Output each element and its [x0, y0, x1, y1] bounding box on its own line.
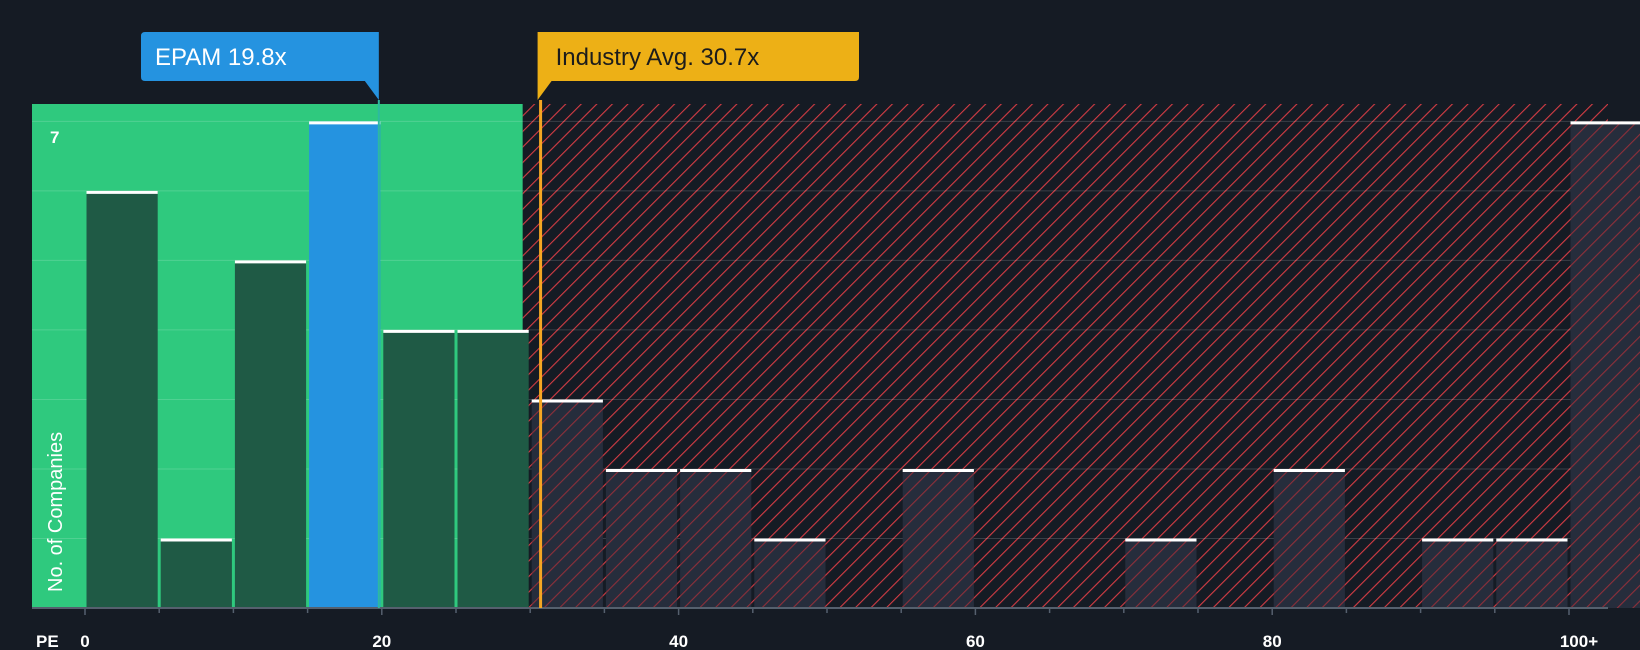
x-tick-label-0: 0	[80, 632, 89, 650]
bar-70	[1125, 538, 1197, 608]
industry-avg-callout-box	[537, 32, 859, 100]
x-axis-title: PE	[36, 632, 59, 650]
bar-95	[1496, 538, 1568, 608]
bar-90	[1422, 538, 1494, 608]
bar-10	[234, 260, 307, 608]
bar-25	[457, 329, 529, 608]
x-tick-label-100: 100+	[1560, 632, 1598, 650]
company-pe-callout-box	[141, 32, 379, 100]
bar-0	[86, 190, 158, 608]
y-axis-title: No. of Companies	[45, 432, 67, 592]
industry-avg-callout-label: Industry Avg. 30.7x	[556, 44, 760, 71]
x-tick-label-40: 40	[669, 632, 688, 650]
bar-30	[531, 399, 603, 608]
bar-45	[754, 538, 826, 608]
bar-15	[309, 121, 381, 609]
y-tick-label-7: 7	[50, 128, 59, 147]
bar-35	[605, 468, 678, 608]
bar-40	[680, 468, 752, 608]
bar-80	[1273, 468, 1345, 608]
x-tick-label-80: 80	[1263, 632, 1282, 650]
x-tick-label-60: 60	[966, 632, 985, 650]
bar-20	[383, 329, 455, 608]
x-tick-label-20: 20	[372, 632, 391, 650]
bar-55	[902, 468, 974, 608]
bar-5	[160, 538, 232, 608]
bar-100	[1570, 121, 1640, 609]
company-pe-callout-label: EPAM 19.8x	[155, 44, 287, 71]
